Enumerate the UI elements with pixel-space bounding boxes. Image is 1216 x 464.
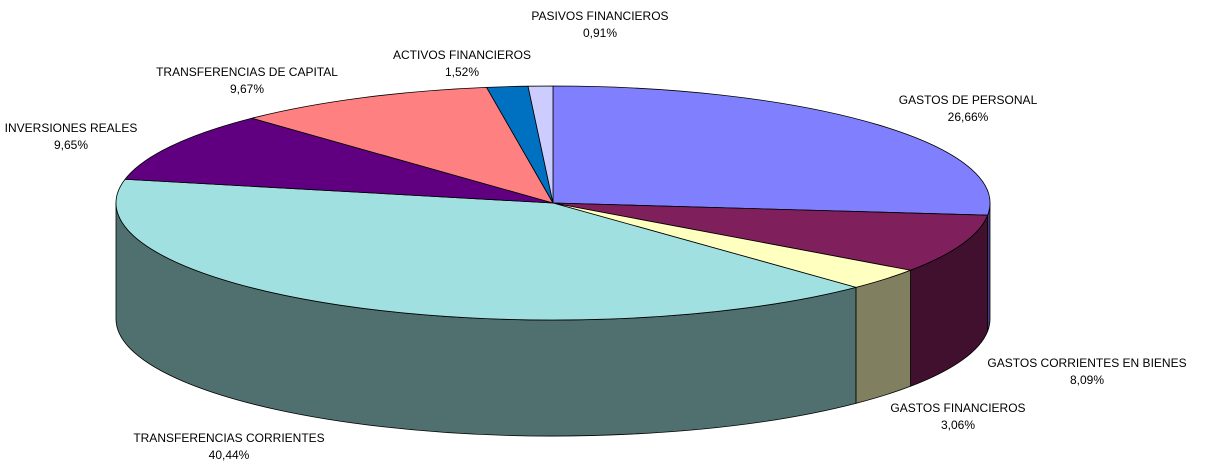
slice-label: INVERSIONES REALES (5, 121, 138, 135)
pie-slice (552, 202, 989, 271)
slice-label: GASTOS CORRIENTES EN BIENES (987, 356, 1186, 370)
slice-value-label: 9,65% (54, 138, 88, 152)
slice-value-label: 9,67% (230, 82, 264, 96)
pie-slice (552, 85, 991, 216)
slice-value-label: 26,66% (948, 110, 989, 124)
pie-slice (527, 85, 554, 204)
slice-label: GASTOS FINANCIEROS (890, 401, 1025, 415)
slice-value-label: 0,91% (583, 26, 617, 40)
slice-label: TRANSFERENCIAS CORRIENTES (133, 431, 324, 445)
slice-value-label: 8,09% (1070, 373, 1104, 387)
pie-slice (115, 178, 857, 321)
slice-value-label: 3,06% (941, 418, 975, 432)
slice-label: ACTIVOS FINANCIEROS (393, 48, 531, 62)
slice-label: GASTOS DE PERSONAL (899, 93, 1038, 107)
pie-slice (124, 117, 554, 204)
slice-value-label: 1,52% (445, 65, 479, 79)
pie-side (855, 269, 911, 404)
slice-label: TRANSFERENCIAS DE CAPITAL (156, 65, 338, 79)
slice-label: PASIVOS FINANCIEROS (531, 9, 668, 23)
slice-value-label: 40,44% (209, 448, 250, 462)
pie-slice (251, 86, 554, 204)
